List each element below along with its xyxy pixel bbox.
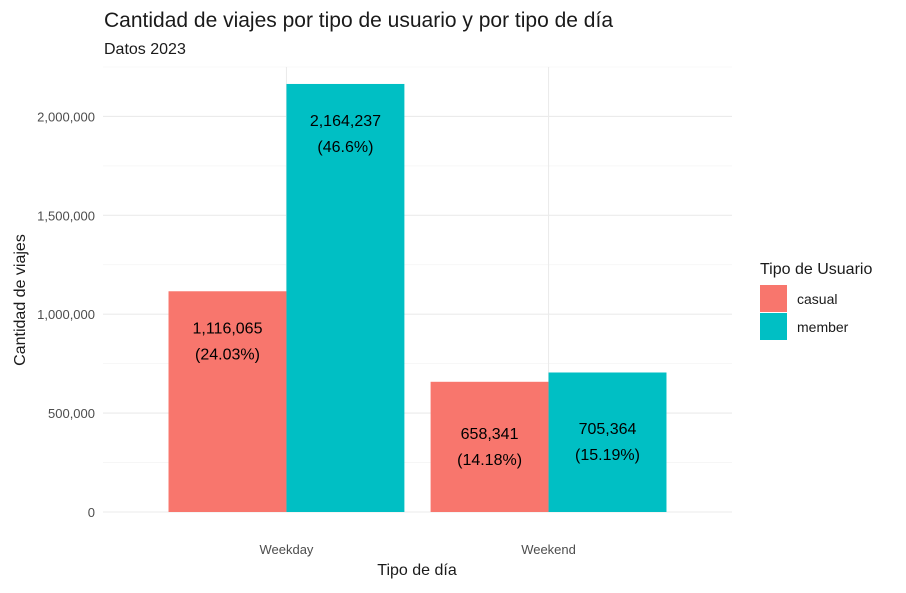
bar-value-label: 658,341 (461, 426, 519, 443)
bar-casual (430, 381, 549, 512)
y-tick-label: 1,000,000 (37, 307, 95, 322)
y-axis-title: Cantidad de viajes (12, 234, 29, 366)
y-tick-label: 500,000 (48, 406, 95, 421)
legend-label-member: member (797, 319, 849, 335)
x-axis-ticks: Weekday Weekend (259, 542, 575, 557)
bar-casual (168, 291, 287, 512)
bar-value-label: 2,164,237 (310, 113, 381, 130)
x-axis-title: Tipo de día (377, 562, 457, 579)
bar-member (548, 372, 667, 512)
y-tick-label: 1,500,000 (37, 208, 95, 223)
y-axis-ticks: 0 500,000 1,000,000 1,500,000 2,000,000 (37, 109, 95, 520)
legend-swatch-member (760, 313, 787, 340)
legend-label-casual: casual (797, 291, 837, 307)
bar-value-label: 1,116,065 (192, 320, 262, 337)
y-tick-label: 0 (88, 505, 95, 520)
bar-percent-label: (24.03%) (195, 346, 260, 363)
chart-title: Cantidad de viajes por tipo de usuario y… (104, 9, 613, 32)
x-tick-label: Weekday (259, 542, 313, 557)
y-tick-label: 2,000,000 (37, 109, 95, 124)
bar-member (286, 83, 405, 513)
bar-percent-label: (14.18%) (457, 452, 522, 469)
chart-subtitle: Datos 2023 (104, 41, 186, 58)
legend: Tipo de Usuario casual member (760, 261, 872, 340)
bars (168, 83, 667, 513)
legend-title: Tipo de Usuario (760, 261, 872, 278)
bar-labels: 1,116,065 (24.03%) 658,341 (14.18%) 2,164,23… (192, 113, 639, 469)
bar-percent-label: (15.19%) (575, 447, 640, 464)
legend-swatch-casual (760, 285, 787, 312)
bar-percent-label: (46.6%) (317, 139, 373, 156)
bar-value-label: 705,364 (579, 421, 637, 438)
x-tick-label: Weekend (521, 542, 576, 557)
